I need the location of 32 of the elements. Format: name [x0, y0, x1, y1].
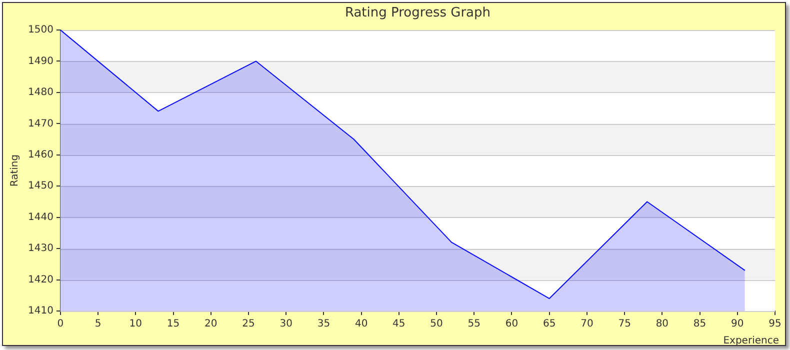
x-tick-label: 80 — [656, 318, 669, 330]
y-tick-label: 1430 — [28, 243, 54, 254]
x-tick-label: 40 — [354, 318, 368, 330]
y-tick-label: 1470 — [28, 118, 54, 130]
x-tick-label: 30 — [280, 318, 292, 330]
y-axis-title: Rating — [10, 154, 21, 187]
x-tick-label: 75 — [618, 318, 631, 330]
y-tick-label: 1500 — [28, 24, 54, 36]
y-tick-label: 1450 — [28, 180, 54, 192]
x-tick-label: 55 — [468, 318, 481, 330]
x-tick-label: 50 — [430, 318, 443, 330]
y-tick-label: 1480 — [28, 87, 54, 98]
y-tick-label: 1440 — [28, 212, 54, 223]
x-tick-label: 45 — [392, 318, 406, 330]
y-tick-label: 1460 — [28, 149, 54, 160]
x-tick-label: 35 — [317, 318, 330, 330]
x-tick-label: 90 — [731, 318, 744, 330]
x-tick-label: 85 — [693, 318, 706, 330]
x-tick-label: 5 — [94, 318, 102, 330]
x-tick-label: 20 — [204, 318, 218, 330]
x-tick-label: 60 — [505, 318, 518, 330]
x-tick-label: 95 — [768, 318, 782, 330]
x-tick-label: 10 — [129, 318, 142, 330]
y-tick-label: 1410 — [28, 306, 54, 317]
y-tick-label: 1420 — [28, 274, 54, 286]
x-tick-label: 15 — [166, 318, 180, 330]
x-tick-label: 25 — [242, 318, 255, 330]
y-tick-label: 1490 — [28, 56, 54, 67]
x-tick-label: 65 — [542, 318, 556, 330]
x-tick-label: 70 — [580, 318, 594, 330]
x-tick-label: 0 — [57, 318, 64, 330]
chart-title: Rating Progress Graph — [344, 5, 490, 20]
